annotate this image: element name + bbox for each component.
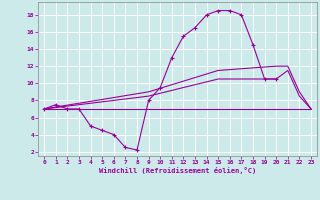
X-axis label: Windchill (Refroidissement éolien,°C): Windchill (Refroidissement éolien,°C): [99, 167, 256, 174]
